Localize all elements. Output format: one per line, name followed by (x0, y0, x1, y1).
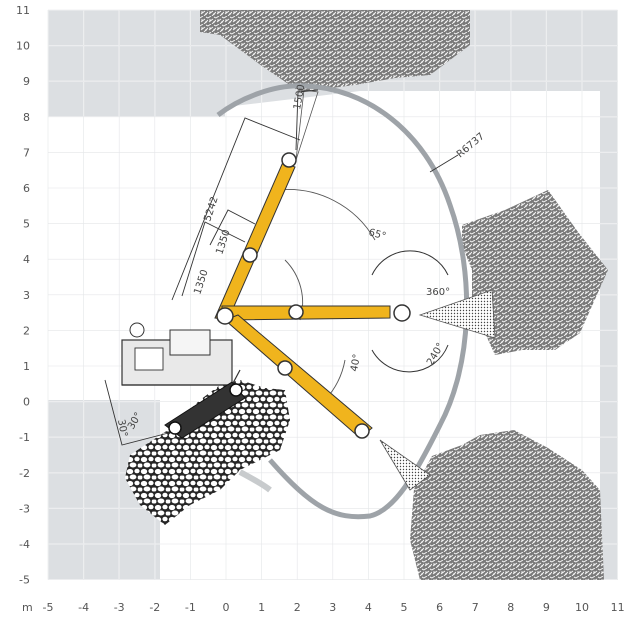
x-tick-label: 6 (436, 601, 443, 614)
x-tick-label: -1 (185, 601, 196, 614)
y-tick-label: 8 (23, 111, 30, 124)
axis-unit-label: m (22, 601, 33, 614)
x-tick-label: 0 (223, 601, 230, 614)
dim-1350-a (181, 221, 246, 297)
x-tick-label: 1 (258, 601, 265, 614)
y-tick-label: 11 (16, 4, 30, 17)
y-tick-label: -5 (19, 574, 30, 587)
x-tick-label: -4 (78, 601, 89, 614)
y-tick-label: 6 (23, 182, 30, 195)
boom-down (224, 314, 373, 439)
y-tick-label: -4 (19, 538, 30, 551)
label-angle-up: 65° (367, 227, 387, 242)
x-tick-label: 3 (329, 601, 336, 614)
x-tick-label: -2 (149, 601, 160, 614)
y-tick-label: 3 (23, 289, 30, 302)
label-tool-offset: 1500 (292, 84, 307, 111)
x-tick-label: -3 (114, 601, 125, 614)
x-tick-label: 2 (294, 601, 301, 614)
y-tick-label: -3 (19, 502, 30, 515)
reach-envelope-lower (238, 469, 272, 493)
y-tick-label: -1 (19, 431, 30, 444)
rock-bottom-right (410, 430, 604, 580)
y-tick-label: -2 (19, 467, 30, 480)
drill-cone-right (418, 289, 496, 339)
arc-rotate (371, 250, 449, 276)
rock-right (462, 190, 608, 355)
x-tick-label: 9 (543, 601, 550, 614)
rock-top (200, 10, 470, 92)
boom-pivot (216, 307, 234, 325)
lower-shade (48, 527, 160, 580)
x-tick-label: -5 (43, 601, 54, 614)
y-tick-label: 2 (23, 324, 30, 337)
label-angle-rotate: 360° (426, 287, 450, 298)
x-tick-label: 10 (575, 601, 589, 614)
boom-up (214, 152, 297, 321)
y-tick-label: 9 (23, 75, 30, 88)
y-tick-label: 0 (23, 396, 30, 409)
arc-65 (277, 189, 376, 241)
dim-1350-b (209, 209, 256, 246)
x-tick-label: 5 (401, 601, 408, 614)
y-tick-label: 10 (16, 40, 30, 53)
x-tick-label: 11 (611, 601, 625, 614)
rock-rubble (125, 380, 290, 525)
drill-cone-down (379, 439, 431, 491)
arc-swing (371, 344, 449, 373)
label-angle-down: 40° (349, 353, 363, 372)
dim-1500 (295, 89, 319, 151)
boom-horizontal (221, 304, 411, 322)
y-tick-label: 5 (23, 218, 30, 231)
y-tick-label: 1 (23, 360, 30, 373)
x-tick-label: 8 (507, 601, 514, 614)
x-tick-label: 7 (472, 601, 479, 614)
y-tick-label: 7 (23, 146, 30, 159)
y-tick-label: 4 (23, 253, 30, 266)
dim-5242 (171, 117, 301, 301)
machine-body (121, 322, 241, 386)
label-angle-track-1: 30° (115, 419, 129, 438)
leader-radius (429, 154, 459, 173)
dim-track (104, 379, 181, 446)
x-tick-label: 4 (365, 601, 372, 614)
track-assembly (164, 381, 246, 439)
